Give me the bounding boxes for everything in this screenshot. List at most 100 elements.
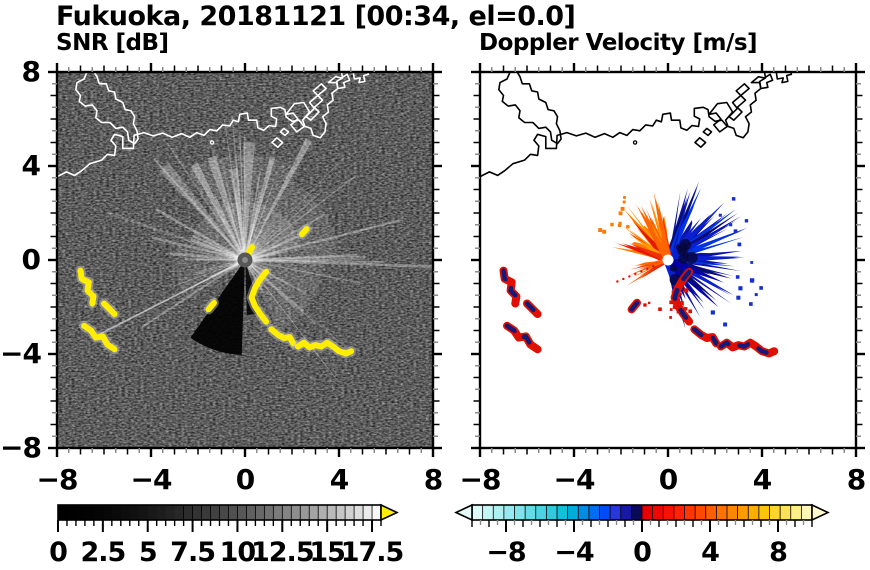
red-fringe	[669, 316, 672, 319]
orange-speck	[610, 222, 614, 227]
beam-ray	[205, 131, 246, 261]
blue-speck	[718, 213, 722, 217]
beam-fan	[245, 180, 337, 260]
blue-speck	[738, 286, 743, 291]
snr-colorbar-segment	[282, 505, 292, 520]
velocity-colorbar-segment	[716, 505, 728, 520]
velocity-colorbar-segment	[599, 505, 611, 520]
velocity-spike	[665, 214, 684, 261]
velocity-colorbar-segment	[610, 505, 622, 520]
velocity-colorbar-label: 4	[701, 537, 720, 568]
bright-beam	[190, 162, 245, 260]
beam-ray	[244, 219, 401, 261]
x-tick-label-snr: 8	[423, 463, 443, 496]
velocity-colorbar-segment	[748, 505, 760, 520]
orange-speck	[620, 206, 625, 211]
snr-colorbar-segment	[102, 505, 113, 520]
snr-colorbar-segment	[111, 505, 122, 520]
navy-patch	[669, 264, 677, 272]
snr-colorbar-segment	[237, 505, 247, 520]
velocity-spike	[638, 257, 669, 267]
coastline-pier-small-1	[694, 137, 707, 148]
velocity-colorbar-segment	[769, 505, 781, 520]
blue-speck	[749, 302, 753, 306]
y-tick-label: 4	[21, 149, 41, 182]
snr-colorbar-segment	[156, 505, 167, 520]
beam-ray	[244, 258, 433, 268]
beam-ray	[231, 115, 246, 261]
velocity-colorbar-segment	[631, 505, 643, 520]
velocity-spike	[664, 196, 688, 262]
x-tick-label-snr: 4	[329, 463, 349, 496]
dotted-red-ray	[622, 277, 625, 281]
velocity-colorbar-segment	[737, 505, 749, 520]
coastline-pier-small-2	[702, 127, 713, 137]
x-tick-label-velocity: 8	[846, 463, 866, 496]
bright-beam	[229, 168, 245, 260]
velocity-spike	[665, 257, 717, 301]
velocity-colorbar-segment	[801, 505, 813, 520]
figure-title: Fukuoka, 20181121 [00:34, el=0.0]	[56, 1, 576, 32]
y-tick-label: 0	[21, 243, 41, 276]
snr-colorbar-segment	[228, 505, 238, 520]
clutter-arc-navy	[718, 340, 777, 356]
snr-colorbar-segment	[372, 505, 382, 520]
velocity-colorbar-label: −8	[486, 537, 526, 568]
red-fringe	[648, 301, 651, 305]
blue-speck	[729, 223, 733, 227]
x-tick-label-velocity: 0	[658, 463, 678, 496]
velocity-spike	[658, 202, 672, 261]
beam-ray	[153, 158, 246, 261]
snr-colorbar-segment	[219, 505, 229, 520]
snr-colorbar-segment	[345, 505, 355, 520]
clutter-arc-yellow	[101, 300, 118, 318]
velocity-spike	[629, 243, 670, 263]
velocity-colorbar-segment	[642, 505, 654, 520]
velocity-colorbar-segment	[514, 505, 526, 520]
beam-ray	[97, 259, 246, 336]
velocity-spike	[616, 243, 669, 264]
velocity-colorbar-label: 8	[769, 537, 788, 568]
snr-colorbar-segment	[66, 505, 77, 520]
velocity-colorbar-segment	[482, 505, 494, 520]
snr-colorbar	[57, 503, 399, 532]
snr-colorbar-segment	[138, 505, 149, 520]
snr-colorbar-segment	[363, 505, 373, 520]
snr-colorbar-segment	[93, 505, 104, 520]
radar-center-dot	[242, 257, 248, 263]
orange-speck	[617, 223, 622, 227]
clutter-arc-yellow	[268, 326, 297, 347]
clutter-arc-yellow	[81, 322, 118, 353]
clutter-arc-navy	[672, 269, 692, 324]
velocity-over-arrow	[811, 503, 830, 522]
snr-colorbar-segment	[210, 505, 220, 520]
beam-ray	[223, 119, 246, 261]
red-fringe	[643, 303, 647, 307]
velocity-colorbar-segment	[684, 505, 696, 520]
beam-ray	[244, 156, 345, 261]
clutter-arc-navy	[504, 323, 540, 352]
dotted-red-ray	[646, 267, 649, 270]
x-tick-label-velocity: −8	[459, 463, 502, 496]
blue-speck	[731, 197, 736, 201]
coastline-pier-square	[708, 101, 734, 133]
red-fringe	[669, 300, 674, 305]
snr-colorbar-label: 10	[219, 537, 257, 568]
clutter-arc-yellow	[205, 299, 217, 313]
dotted-red-ray	[616, 280, 619, 283]
y-tick-label: −8	[0, 431, 42, 464]
velocity-colorbar-segment	[780, 505, 792, 520]
snr-colorbar-segment	[75, 505, 86, 520]
snr-colorbar-segment	[264, 505, 274, 520]
navy-patch	[686, 251, 698, 264]
orange-speck	[626, 225, 630, 229]
beam-fan	[189, 202, 301, 260]
bright-beam	[245, 156, 276, 260]
coastline-breakwater-hook	[327, 73, 351, 90]
snr-colorbar-segment	[183, 505, 194, 520]
red-fringe	[683, 307, 688, 311]
velocity-colorbar-segment	[673, 505, 685, 520]
blue-speck	[750, 261, 754, 264]
velocity-colorbar-segment	[727, 505, 739, 520]
